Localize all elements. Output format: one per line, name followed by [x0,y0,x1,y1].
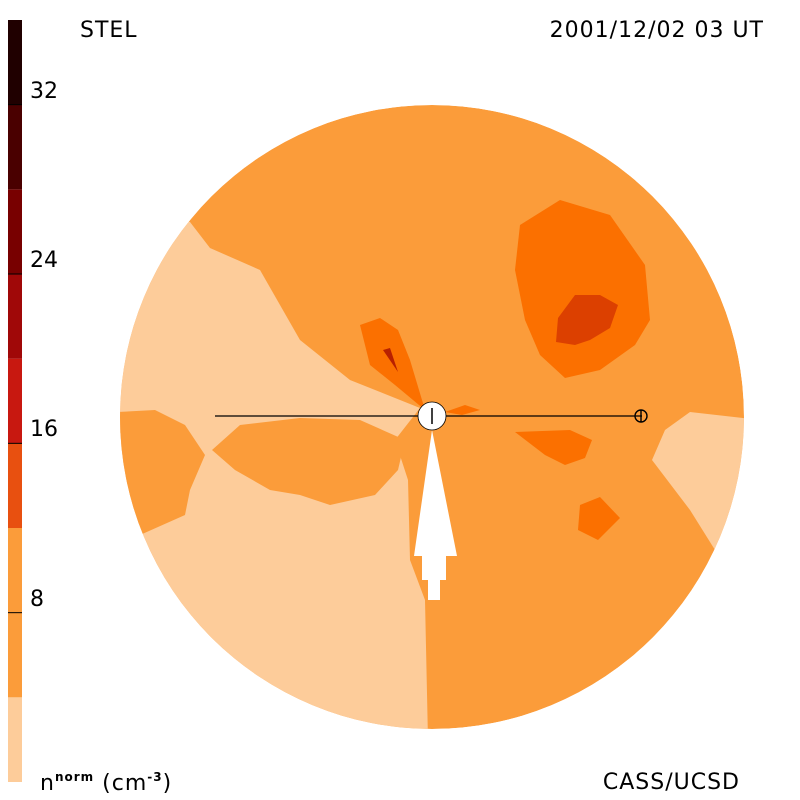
colorbar [8,20,22,782]
colorbar-band [8,189,22,274]
map-mid-region-southeast [578,497,620,540]
quantity-superscript: norm [54,770,95,784]
earth-direction-arrow [414,430,457,600]
map-base-island-west [120,410,205,535]
colorbar-tick-label: 8 [30,586,44,612]
colorbar-band [8,358,22,444]
colorbar-band [8,104,22,190]
unit-open: (cm [94,771,148,796]
colorbar-band [8,20,22,105]
map-mid-lobe-north [360,318,425,410]
colorbar-unit-label: nnorm (cm-3) [40,770,172,796]
colorbar-band [8,274,22,359]
credit-label: CASS/UCSD [602,770,740,795]
quantity-symbol: n [40,771,55,796]
unit-superscript: -3 [147,770,163,784]
colorbar-tick-label: 24 [30,248,58,273]
map-high-lobe-north [383,348,398,372]
colorbar-band [8,443,22,528]
map-mid-streak-east [445,405,480,415]
unit-close: ) [162,771,173,796]
map-base-tongue-center [212,418,405,505]
map-mid-region-northeast [515,200,650,378]
colorbar-band [8,697,22,782]
timestamp-label: 2001/12/02 03 UT [549,18,764,43]
map-high-region-northeast [556,295,618,345]
map-mid-region-east [515,430,592,465]
colorbar-tick-label: 32 [30,78,58,104]
source-label: STEL [80,18,138,43]
colorbar-tick-label: 16 [30,417,58,443]
